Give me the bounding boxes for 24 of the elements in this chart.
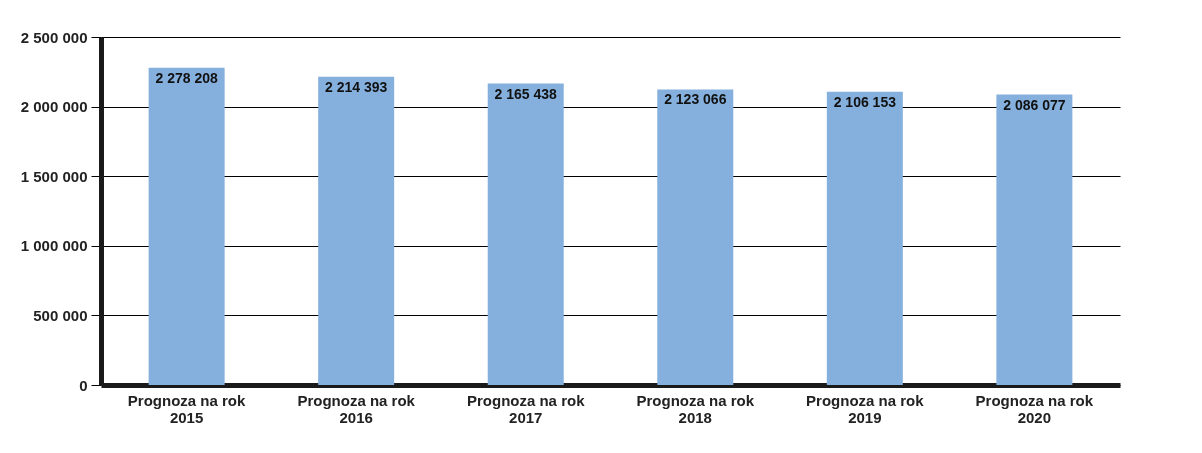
y-tick-label: 2 500 000 (20, 28, 88, 46)
bar (657, 89, 734, 385)
y-tick-label: 0 (79, 376, 88, 394)
y-tick-label: 1 000 000 (20, 237, 88, 255)
x-tick-label: Prognoza na rok 2018 (636, 391, 755, 426)
data-label: 2 086 077 (1003, 96, 1066, 113)
x-tick-label: Prognoza na rok 2019 (806, 391, 925, 426)
y-tick-label: 500 000 (33, 306, 88, 324)
bar (487, 83, 564, 385)
bar (826, 91, 903, 385)
bar (148, 67, 225, 385)
x-tick-label: Prognoza na rok 2016 (297, 391, 416, 426)
data-label: 2 106 153 (833, 93, 897, 110)
x-tick-label: Prognoza na rok 2020 (975, 391, 1094, 426)
bar (996, 94, 1073, 385)
y-tick-label: 2 000 000 (20, 98, 88, 116)
y-tick-label: 1 500 000 (20, 167, 88, 185)
x-tick-label: Prognoza na rok 2015 (127, 391, 247, 426)
data-label: 2 278 208 (155, 69, 218, 86)
data-label: 2 165 438 (494, 85, 558, 102)
x-tick-label: Prognoza na rok 2017 (466, 391, 586, 426)
bar (318, 76, 395, 385)
data-label: 2 123 066 (664, 91, 727, 108)
data-label: 2 214 393 (325, 78, 388, 95)
